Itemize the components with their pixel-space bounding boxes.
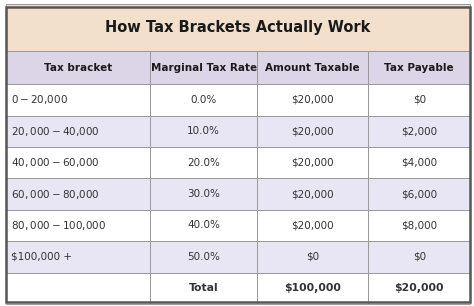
Bar	[6, 273, 150, 304]
Bar	[150, 273, 257, 304]
Bar	[368, 241, 470, 273]
Text: 40.0%: 40.0%	[187, 220, 220, 230]
Bar	[150, 210, 257, 241]
Bar	[150, 84, 257, 116]
Text: $20,000: $20,000	[292, 189, 334, 199]
Text: $2,000: $2,000	[401, 126, 438, 136]
Text: $20,000 - $40,000: $20,000 - $40,000	[11, 125, 100, 138]
Text: 30.0%: 30.0%	[187, 189, 220, 199]
Text: $80,000 - $100,000: $80,000 - $100,000	[11, 219, 107, 232]
Text: $0: $0	[306, 252, 319, 262]
Text: $40,000 - $60,000: $40,000 - $60,000	[11, 156, 100, 169]
Bar	[150, 178, 257, 210]
Bar	[6, 147, 150, 178]
Bar	[6, 4, 470, 51]
Bar	[150, 147, 257, 178]
Bar	[368, 116, 470, 147]
Text: $6,000: $6,000	[401, 189, 438, 199]
Bar	[368, 84, 470, 116]
Text: Marginal Tax Rate: Marginal Tax Rate	[151, 63, 256, 73]
Bar	[6, 51, 150, 84]
Text: $20,000: $20,000	[292, 95, 334, 105]
Text: $60,000 - $80,000: $60,000 - $80,000	[11, 188, 100, 200]
Bar	[257, 241, 368, 273]
Text: $0: $0	[413, 95, 426, 105]
Text: $20,000: $20,000	[394, 283, 444, 293]
Text: Tax bracket: Tax bracket	[44, 63, 112, 73]
Bar	[368, 178, 470, 210]
Bar	[150, 51, 257, 84]
Bar	[257, 84, 368, 116]
Text: Amount Taxable: Amount Taxable	[265, 63, 360, 73]
Bar	[368, 51, 470, 84]
Text: $0        - $20,000: $0 - $20,000	[11, 93, 68, 106]
Text: $20,000: $20,000	[292, 158, 334, 168]
Text: How Tax Brackets Actually Work: How Tax Brackets Actually Work	[105, 20, 371, 35]
Text: $100,000: $100,000	[284, 283, 341, 293]
Bar	[6, 178, 150, 210]
Bar	[368, 273, 470, 304]
Bar	[257, 51, 368, 84]
Text: $8,000: $8,000	[401, 220, 438, 230]
Bar	[368, 147, 470, 178]
Bar	[368, 210, 470, 241]
Bar	[150, 241, 257, 273]
Bar	[257, 147, 368, 178]
Text: Tax Payable: Tax Payable	[384, 63, 454, 73]
Text: 20.0%: 20.0%	[187, 158, 220, 168]
Text: $100,000 +: $100,000 +	[11, 252, 73, 262]
Text: 50.0%: 50.0%	[187, 252, 220, 262]
Bar	[150, 116, 257, 147]
Bar	[6, 116, 150, 147]
Bar	[257, 178, 368, 210]
Bar	[257, 116, 368, 147]
Bar	[257, 273, 368, 304]
Text: 10.0%: 10.0%	[187, 126, 220, 136]
Text: $0: $0	[413, 252, 426, 262]
Text: $20,000: $20,000	[292, 220, 334, 230]
Bar	[6, 84, 150, 116]
Text: 0.0%: 0.0%	[191, 95, 217, 105]
Text: $4,000: $4,000	[401, 158, 438, 168]
Bar	[6, 241, 150, 273]
Bar	[6, 210, 150, 241]
Text: Total: Total	[189, 283, 219, 293]
Bar	[257, 210, 368, 241]
Text: $20,000: $20,000	[292, 126, 334, 136]
